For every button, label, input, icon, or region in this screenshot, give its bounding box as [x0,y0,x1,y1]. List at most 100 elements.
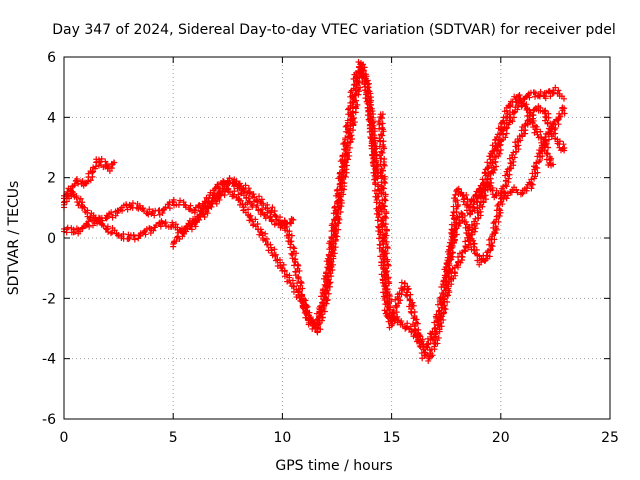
axis-ticks: 0 5 10 15 20 25 -6 -4 -2 0 2 4 6 [42,50,619,446]
data-point [213,192,220,199]
data-point [126,235,133,241]
data-point [257,207,264,214]
data-point [349,93,356,100]
data-point [471,247,478,254]
data-point [71,228,78,235]
series-markers [170,58,382,330]
data-point [432,340,439,347]
data-point [338,171,345,178]
series-markers [467,104,568,208]
data-point [299,295,306,302]
data-point [192,216,199,223]
data-point [279,265,286,272]
data-point [423,343,430,350]
data-point [537,150,544,157]
data-point [532,105,539,112]
data-point [268,216,275,223]
data-point [497,198,504,205]
data-point [170,241,177,248]
data-point [489,168,496,175]
data-point [377,111,384,118]
data-point [148,225,155,232]
data-point [285,231,292,238]
data-point [74,177,81,184]
data-point [268,207,275,214]
data-point [548,162,555,169]
y-tick-label: -4 [42,352,56,368]
data-point [532,126,539,133]
data-point [104,213,111,220]
data-point [460,192,467,199]
data-point [558,93,565,100]
data-point [414,334,421,341]
data-point [506,165,513,172]
data-point [454,186,461,193]
data-point [550,87,557,94]
data-point [181,225,188,232]
data-point [202,198,209,205]
data-point [524,120,531,127]
data-point [532,90,539,97]
data-point [388,322,395,329]
data-point [497,126,504,133]
data-point [279,219,286,226]
x-tick-label: 20 [492,430,510,446]
data-point [235,195,242,202]
data-point [438,295,445,302]
y-tick-label: 0 [47,231,56,247]
data-point [246,198,253,205]
data-point [384,289,391,296]
data-point [314,328,321,335]
data-point [491,228,498,235]
data-point [67,186,74,193]
data-point [257,198,264,205]
data-point [305,316,312,323]
data-point [554,138,561,145]
y-tick-label: -2 [42,291,56,307]
data-point [344,126,351,133]
data-point [471,222,478,229]
data-point [353,90,360,97]
y-tick-label: 6 [47,50,56,66]
data-point [95,156,102,163]
data-point [235,180,242,187]
series-satellite-track-b [61,63,568,364]
data-point [159,219,166,226]
data-point [290,283,297,290]
data-point [506,102,513,109]
data-point [554,117,561,124]
data-point [524,93,531,100]
data-point [364,84,371,91]
x-tick-label: 15 [383,430,401,446]
data-point [561,105,568,112]
x-tick-label: 0 [60,430,69,446]
data-point [408,301,415,308]
series-satellite-track-c [60,155,118,211]
data-point [82,222,89,229]
data-point [401,280,408,287]
y-tick-label: -6 [42,412,56,428]
data-point [462,244,469,251]
data-point [170,222,177,229]
data-point [379,174,386,181]
data-point [541,93,548,100]
data-point [292,259,299,266]
series-satellite-track-f [441,92,557,286]
data-point [473,198,480,205]
data-point [502,192,509,199]
data-point [382,235,389,241]
x-axis-label: GPS time / hours [275,458,392,474]
data-point [432,325,439,332]
data-point [159,207,166,214]
data-point [137,231,144,238]
data-point [126,201,133,208]
data-point [449,235,456,241]
data-point [397,319,404,326]
data-point [104,165,111,172]
data-point [421,352,428,359]
y-axis-label: SDTVAR / TECUs [6,181,22,296]
data-point [510,186,517,193]
data-point [192,207,199,214]
data-point [395,295,402,302]
data-point [104,225,111,232]
